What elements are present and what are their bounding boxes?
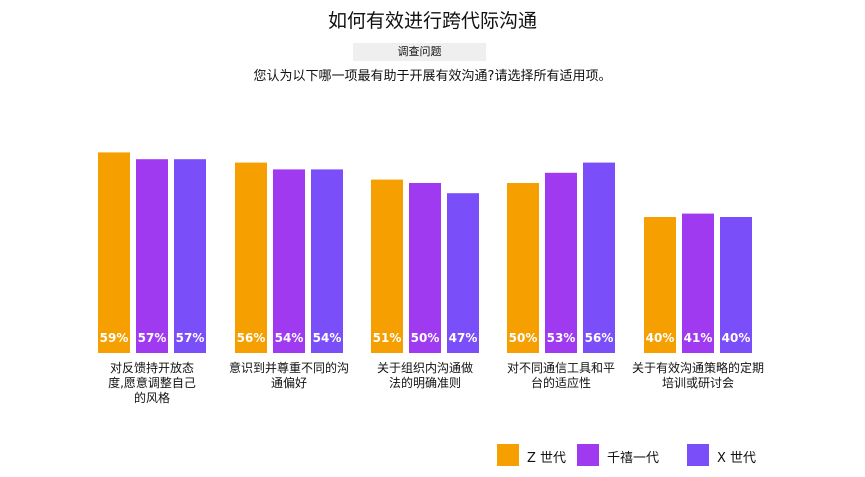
legend-label-millennials: 千禧一代 [607,451,660,466]
bar-millennials-1 [136,159,168,353]
data-label-gen-z-5: 40% [646,331,675,345]
bar-millennials-5 [682,213,714,353]
data-label-millennials-1: 57% [138,331,167,345]
bar-gen-z-3 [371,179,403,353]
bar-millennials-3 [409,183,441,353]
category-label-3: 关于组织内沟通做法的明确准则 [377,360,473,390]
bar-gen-x-3 [447,193,479,353]
legend-label-gen-x: X 世代 [717,451,757,466]
survey-question-text: 您认为以下哪一项最有助于开展有效沟通?请选择所有适用项。 [253,69,612,84]
bar-gen-z-4 [507,183,539,353]
data-label-gen-x-3: 47% [449,331,478,345]
bar-millennials-2 [273,169,305,353]
chart-title: 如何有效进行跨代际沟通 [327,10,537,32]
bar-gen-z-2 [235,162,267,353]
data-label-millennials-2: 54% [275,331,304,345]
survey-question-tag: 调查问题 [353,43,486,61]
category-label-2: 意识到并尊重不同的沟通偏好 [229,360,349,390]
legend-swatch-gen-x [687,444,709,466]
data-label-millennials-3: 50% [411,331,440,345]
data-label-millennials-5: 41% [684,331,713,345]
bar-gen-x-2 [311,169,343,353]
data-label-millennials-4: 53% [547,331,576,345]
data-label-gen-z-4: 50% [509,331,538,345]
data-label-gen-x-5: 40% [722,331,751,345]
bar-gen-z-1 [98,152,130,353]
bar-gen-x-5 [720,217,752,353]
data-label-gen-z-3: 51% [373,331,402,345]
bar-gen-x-1 [174,159,206,353]
bar-millennials-4 [545,172,577,353]
data-label-gen-z-2: 56% [237,331,266,345]
legend-label-gen-z: Z 世代 [527,451,567,466]
data-label-gen-x-4: 56% [585,331,614,345]
legend-swatch-millennials [577,444,599,466]
category-label-4: 对不同通信工具和平台的适应性 [507,361,615,390]
data-label-gen-z-1: 59% [100,331,129,345]
legend-swatch-gen-z [497,444,519,466]
category-label-5: 关于有效沟通策略的定期培训或研讨会 [632,360,764,390]
category-label-1: 对反馈持开放态度,愿意调整自己的风格 [108,360,196,405]
bar-gen-x-4 [583,162,615,353]
bar-gen-z-5 [644,217,676,353]
data-label-gen-x-2: 54% [313,331,342,345]
data-label-gen-x-1: 57% [176,331,205,345]
